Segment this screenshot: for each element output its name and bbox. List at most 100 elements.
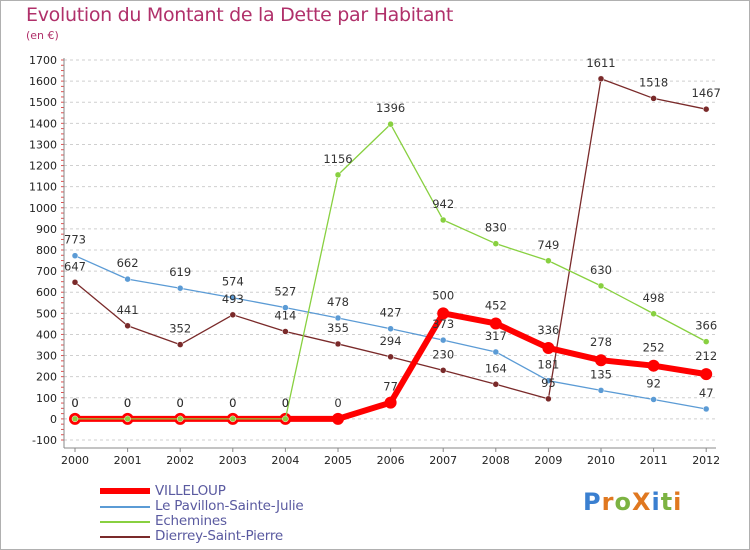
data-label: 0 <box>124 396 131 410</box>
legend-swatch <box>100 506 150 508</box>
data-label: 942 <box>432 197 454 211</box>
data-point <box>387 120 394 128</box>
y-tick-label: 700 <box>36 265 57 278</box>
data-label: 619 <box>169 265 191 279</box>
data-point <box>492 240 500 247</box>
data-label: 1518 <box>639 75 668 89</box>
data-label: 0 <box>282 396 289 410</box>
data-label: 47 <box>699 386 714 400</box>
x-tick-label: 2007 <box>429 454 457 467</box>
y-tick-label: 900 <box>36 223 57 236</box>
y-tick-label: 600 <box>36 286 57 299</box>
data-label: 574 <box>222 275 244 289</box>
data-point <box>124 415 131 423</box>
y-tick-label: 1300 <box>29 138 57 151</box>
data-point <box>439 336 447 344</box>
y-axis-ticks: -100 0 100 200 300 400 500 600 700 800 900 1000 1100… <box>29 54 57 447</box>
data-label: 366 <box>695 319 717 333</box>
logo-letter: r <box>601 488 615 516</box>
y-tick-label: 1500 <box>29 96 57 109</box>
data-point <box>387 325 394 332</box>
data-label: 0 <box>71 396 78 410</box>
data-label: 0 <box>334 396 341 410</box>
x-tick-label: 2003 <box>219 454 247 467</box>
data-label: 498 <box>643 291 665 305</box>
legend-label: Le Pavillon-Sainte-Julie <box>155 498 304 514</box>
data-point <box>387 353 394 361</box>
data-label: 662 <box>117 256 139 270</box>
proxiti-logo: ProXiti <box>583 488 682 516</box>
y-tick-label: 300 <box>36 350 57 363</box>
data-point <box>229 294 237 301</box>
x-tick-label: 2005 <box>324 454 352 467</box>
data-point <box>597 75 605 83</box>
data-point <box>282 304 289 311</box>
data-point <box>71 415 79 423</box>
data-point <box>282 415 289 423</box>
logo-letter: t <box>660 488 674 516</box>
y-tick-label: 1000 <box>29 202 57 215</box>
data-label: 647 <box>64 259 86 273</box>
data-point <box>650 310 657 318</box>
data-label: 1611 <box>586 56 615 70</box>
data-label: 478 <box>327 295 349 309</box>
data-label: 0 <box>71 396 78 410</box>
x-tick-label: 2002 <box>166 454 194 467</box>
data-point <box>489 317 502 330</box>
data-point <box>437 307 450 320</box>
data-label: 95 <box>541 376 556 390</box>
data-point <box>334 340 342 348</box>
data-label: 500 <box>432 288 454 302</box>
legend-label: VILLELOUP <box>155 483 226 499</box>
data-point <box>700 368 713 381</box>
y-tick-label: 400 <box>36 328 57 341</box>
data-point <box>176 415 184 423</box>
data-point <box>650 396 657 403</box>
chart-title: Evolution du Montant de la Dette par Hab… <box>26 4 454 26</box>
data-point <box>542 341 555 354</box>
y-tick-label: 1200 <box>29 160 57 173</box>
x-tick-label: 2009 <box>534 454 562 467</box>
data-label: 0 <box>282 396 289 410</box>
data-label: 355 <box>327 321 349 335</box>
data-label: 294 <box>380 334 402 348</box>
data-label: 77 <box>383 380 398 394</box>
data-label: 212 <box>695 349 717 363</box>
y-tick-label: 1400 <box>29 117 57 130</box>
y-tick-label: 1100 <box>29 181 57 194</box>
data-label: 527 <box>274 285 296 299</box>
legend-label: Echemines <box>155 513 227 529</box>
data-label: 427 <box>380 306 402 320</box>
logo-letter: o <box>614 488 632 516</box>
logo-letter: P <box>583 488 602 516</box>
data-point <box>229 415 237 423</box>
data-label: 773 <box>64 233 86 247</box>
data-point <box>650 95 657 102</box>
data-point <box>282 328 289 335</box>
data-label: 1396 <box>376 101 405 115</box>
x-tick-label: 2004 <box>271 454 299 467</box>
axes <box>61 58 716 452</box>
y-tick-label: 100 <box>36 392 57 405</box>
data-point <box>597 387 605 394</box>
data-point <box>702 405 710 413</box>
x-tick-label: 2001 <box>114 454 142 467</box>
data-label: 278 <box>590 335 612 349</box>
data-point <box>229 311 237 319</box>
x-tick-label: 2000 <box>61 454 89 467</box>
y-tick-label: -100 <box>32 434 57 447</box>
logo-letter: i <box>651 488 661 516</box>
data-point <box>176 284 184 292</box>
series-lines <box>69 75 713 425</box>
y-tick-label: 500 <box>36 307 57 320</box>
data-point <box>492 381 500 388</box>
logo-letter: i <box>673 488 683 516</box>
data-label: 452 <box>485 298 507 312</box>
x-axis-ticks: 2000 2001 2002 2003 2004 2005 2006 2007 2008 2009… <box>61 454 720 467</box>
data-label: 352 <box>169 322 191 336</box>
y-tick-label: 0 <box>50 413 57 426</box>
data-label: 0 <box>229 396 236 410</box>
data-point <box>124 322 131 330</box>
data-label: 1156 <box>323 152 352 166</box>
